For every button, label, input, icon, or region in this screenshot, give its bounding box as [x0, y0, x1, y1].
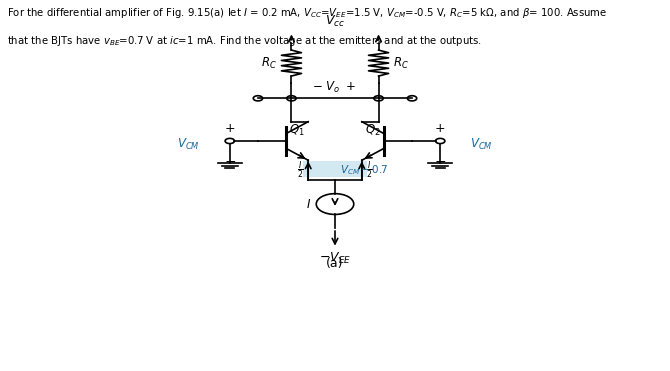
Text: For the differential amplifier of Fig. 9.15(a) let $I$ = 0.2 mA, $V_{CC}$=$V_{EE: For the differential amplifier of Fig. 9… — [7, 6, 607, 20]
Text: that the BJTs have $v_{BE}$=0.7 V at $ic$=1 mA. Find the voltage at the emitters: that the BJTs have $v_{BE}$=0.7 V at $ic… — [7, 34, 482, 48]
FancyBboxPatch shape — [303, 161, 367, 177]
Text: +: + — [435, 122, 446, 135]
Text: $R_C$: $R_C$ — [393, 56, 409, 70]
Text: $-$: $-$ — [434, 154, 446, 168]
Text: $R_C$: $R_C$ — [261, 56, 277, 70]
Text: $V_{CM}$: $V_{CM}$ — [470, 137, 493, 152]
Text: $V_{CM}$: $V_{CM}$ — [177, 137, 200, 152]
Text: $V_{cc}$: $V_{cc}$ — [325, 14, 345, 29]
Text: $-V_{EE}$: $-V_{EE}$ — [319, 251, 351, 266]
Text: +: + — [224, 122, 235, 135]
Text: $Q_2$: $Q_2$ — [365, 123, 381, 138]
Text: $-$: $-$ — [224, 154, 236, 168]
Text: $I$: $I$ — [306, 197, 312, 211]
Text: $\frac{I}{2}$: $\frac{I}{2}$ — [297, 160, 304, 181]
Text: $V_{CM}-0.7$: $V_{CM}-0.7$ — [340, 163, 389, 177]
Text: $Q_1$: $Q_1$ — [289, 123, 305, 138]
Text: $-\ V_o\ +$: $-\ V_o\ +$ — [312, 79, 356, 95]
Text: (a): (a) — [326, 257, 344, 270]
Text: $\frac{I}{2}$: $\frac{I}{2}$ — [366, 160, 373, 181]
